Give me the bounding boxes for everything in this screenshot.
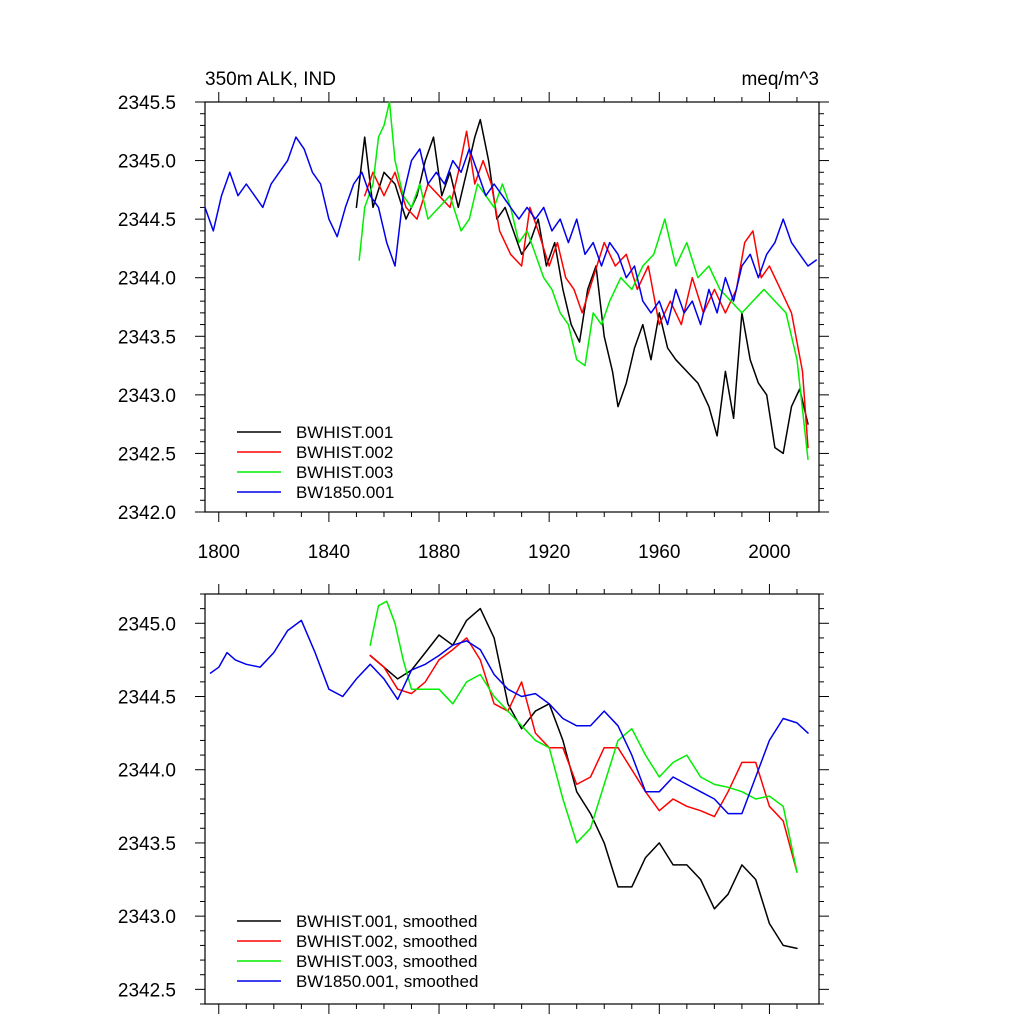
y-tick-label: 2343.5 [118, 834, 176, 855]
y-tick-label: 2345.5 [118, 93, 176, 114]
y-tick-label: 2345.0 [118, 152, 176, 173]
bottom-series-lines [209, 600, 809, 950]
legend-label: BWHIST.003 [296, 463, 393, 482]
series-line-1 [369, 637, 798, 873]
legend-label: BWHIST.002 [296, 443, 393, 462]
y-tick-label: 2343.0 [118, 907, 176, 928]
legend-label: BW1850.001, smoothed [296, 972, 478, 991]
top-axis-ticks: 1800 1840 1880 1920 1960 2000 2342.0 2342.5 2343… [118, 92, 829, 563]
y-tick-label: 2344.5 [118, 688, 176, 709]
x-tick-label: 2000 [748, 542, 790, 563]
y-tick-label: 2342.5 [118, 980, 176, 1001]
series-line-2 [369, 600, 798, 873]
y-tick-label: 2345.0 [118, 614, 176, 635]
y-tick-label: 2342.0 [118, 503, 176, 524]
legend-label: BWHIST.003, smoothed [296, 952, 477, 971]
top-panel: 350m ALK, IND meq/m^3 1800 1840 1880 1920 19… [118, 69, 829, 563]
top-title-left: 350m ALK, IND [205, 69, 336, 90]
y-tick-label: 2342.5 [118, 444, 176, 465]
series-line-0 [355, 118, 809, 455]
series-line-0 [369, 607, 798, 950]
x-tick-label: 1880 [418, 542, 460, 563]
legend-label: BWHIST.002, smoothed [296, 932, 477, 951]
y-tick-label: 2344.5 [118, 210, 176, 231]
x-tick-label: 1840 [308, 542, 350, 563]
series-line-3 [204, 136, 817, 326]
top-title-right: meq/m^3 [741, 69, 819, 90]
y-tick-label: 2344.0 [118, 761, 176, 782]
legend-label: BWHIST.001 [296, 423, 393, 442]
x-tick-label: 1920 [528, 542, 570, 563]
x-tick-label: 1800 [198, 542, 240, 563]
series-line-2 [358, 101, 809, 461]
y-tick-label: 2343.5 [118, 327, 176, 348]
bottom-panel: 2342.5 2343.0 2343.5 2344.0 2344.5 2345.0 BWH… [118, 584, 829, 1014]
x-tick-label: 1960 [638, 542, 680, 563]
top-plot-frame [204, 101, 820, 513]
y-tick-label: 2344.0 [118, 269, 176, 290]
top-series-lines [204, 101, 817, 461]
legend-label: BWHIST.001, smoothed [296, 912, 477, 931]
y-tick-label: 2343.0 [118, 386, 176, 407]
series-line-3 [209, 619, 809, 815]
bottom-axis-ticks: 2342.5 2343.0 2343.5 2344.0 2344.5 2345.0 [118, 584, 829, 1014]
legend-label: BW1850.001 [296, 483, 394, 502]
